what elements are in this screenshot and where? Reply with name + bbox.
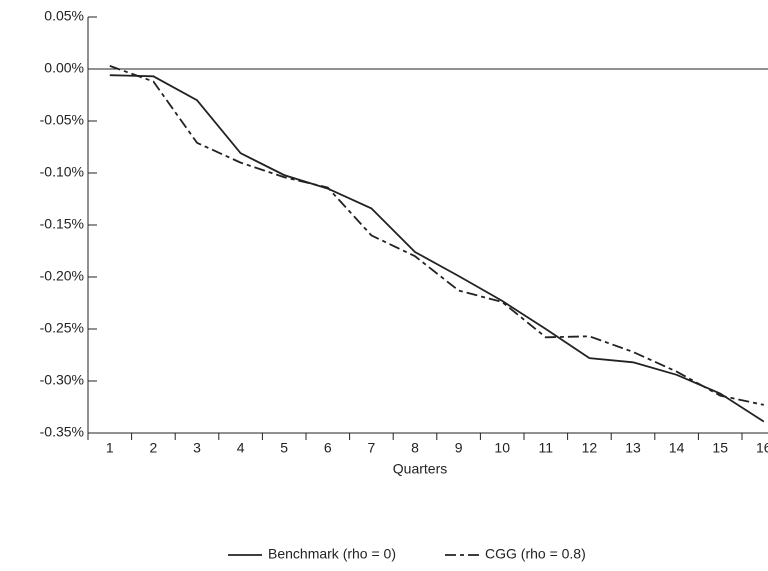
x-tick-label: 6 [324, 440, 332, 456]
y-tick-label: -0.35% [40, 424, 84, 440]
series-line [109, 74, 765, 423]
y-tick-label: -0.20% [40, 268, 84, 284]
x-tick-label: 13 [625, 440, 641, 456]
y-tick-label: -0.15% [40, 216, 84, 232]
x-tick-label: 5 [280, 440, 288, 456]
x-tick-label: 9 [455, 440, 463, 456]
x-tick-label: 3 [193, 440, 201, 456]
x-tick-label: 10 [494, 440, 510, 456]
x-tick-label: 14 [669, 440, 685, 456]
y-tick-label: 0.00% [44, 60, 84, 76]
x-tick-label: 12 [582, 440, 598, 456]
x-tick-label: 4 [237, 440, 245, 456]
y-tick-label: -0.05% [40, 112, 84, 128]
x-tick-label: 16 [756, 440, 768, 456]
x-tick-label: 7 [368, 440, 376, 456]
legend-label: CGG (rho = 0.8) [485, 546, 586, 562]
y-tick-label: 0.05% [44, 8, 84, 24]
x-tick-label: 15 [712, 440, 728, 456]
x-axis-label: Quarters [393, 461, 447, 477]
series-line [109, 65, 764, 406]
x-tick-label: 1 [106, 440, 114, 456]
x-tick-label: 11 [539, 440, 554, 456]
x-tick-label: 8 [411, 440, 419, 456]
y-tick-label: -0.25% [40, 320, 84, 336]
y-tick-label: -0.10% [40, 164, 84, 180]
x-tick-label: 2 [150, 440, 158, 456]
y-tick-label: -0.30% [40, 372, 84, 388]
legend-label: Benchmark (rho = 0) [268, 546, 396, 562]
